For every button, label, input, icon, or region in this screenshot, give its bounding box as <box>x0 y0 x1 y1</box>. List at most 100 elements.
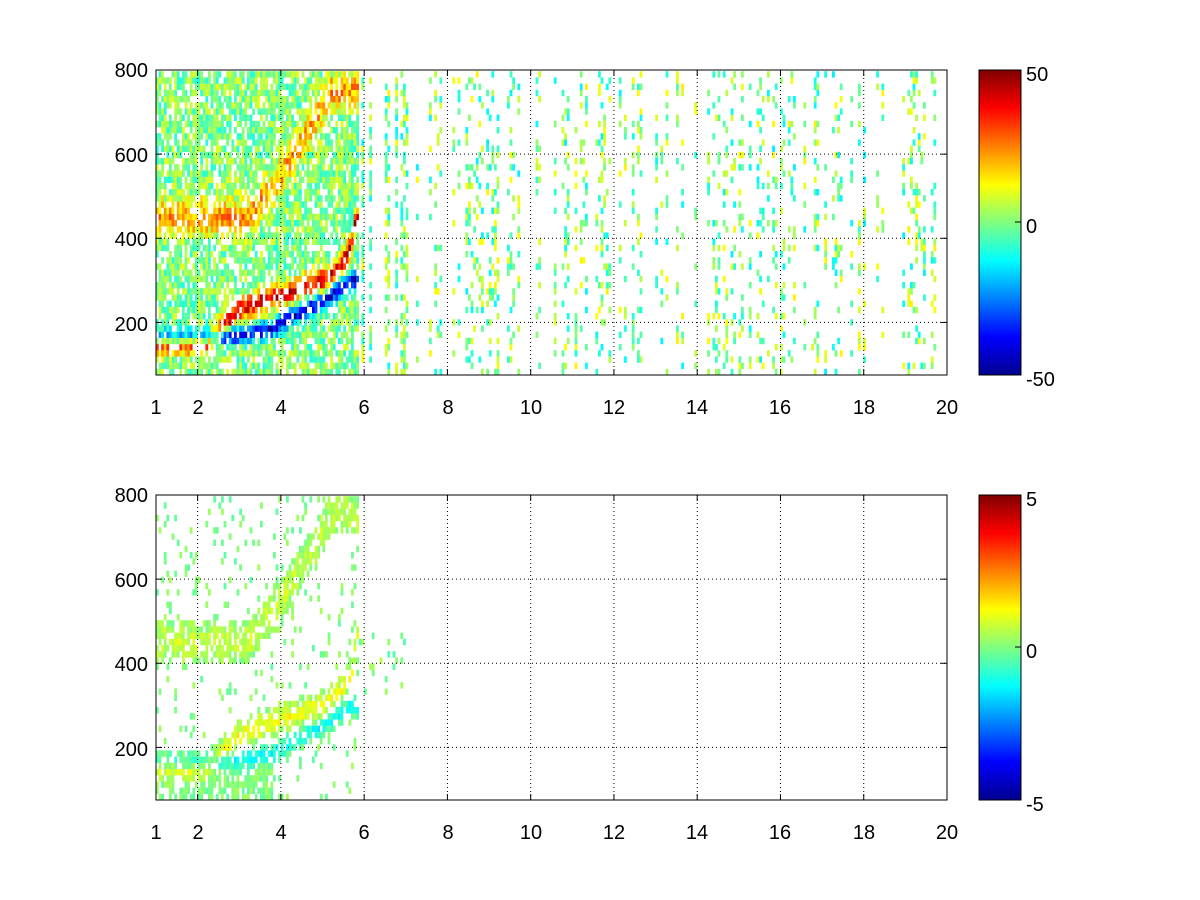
heatmap-cell <box>202 120 206 128</box>
heatmap-cell <box>202 620 206 627</box>
heatmap-cell <box>226 158 229 165</box>
heatmap-cell <box>176 257 180 264</box>
heatmap-cell <box>252 331 255 338</box>
heatmap-cell <box>325 306 328 314</box>
heatmap-cell <box>270 238 274 245</box>
heatmap-cell <box>343 71 346 78</box>
heatmap-cell <box>208 213 211 221</box>
heatmap-cell <box>267 632 271 639</box>
heatmap-cell <box>252 725 255 732</box>
heatmap-cell <box>267 288 271 295</box>
heatmap-cell <box>475 269 479 276</box>
heatmap-cell <box>717 114 721 121</box>
heatmap-cell <box>197 170 201 177</box>
heatmap-cell <box>223 626 227 633</box>
heatmap-cell <box>330 337 333 345</box>
heatmap-cell <box>280 331 284 338</box>
heatmap-cell <box>189 89 193 97</box>
heatmap-cell <box>340 89 344 97</box>
heatmap-cell <box>920 151 924 159</box>
heatmap-cell <box>208 787 211 794</box>
heatmap-cell <box>429 77 432 84</box>
heatmap-cell <box>598 71 601 78</box>
heatmap-cell <box>600 133 604 140</box>
heatmap-cell <box>361 158 365 165</box>
heatmap-cell <box>340 164 344 171</box>
heatmap-cell <box>858 238 861 245</box>
heatmap-cell <box>166 325 170 332</box>
heatmap-cell <box>260 521 263 528</box>
heatmap-cell <box>384 133 388 140</box>
heatmap-cell <box>283 707 287 714</box>
heatmap-cell <box>236 719 240 726</box>
heatmap-cell <box>241 319 245 326</box>
heatmap-cell <box>470 96 474 103</box>
heatmap-cell <box>491 207 495 214</box>
heatmap-cell <box>286 96 289 103</box>
heatmap-cell <box>314 195 318 202</box>
heatmap-cell <box>262 102 266 109</box>
heatmap-cell <box>252 275 255 283</box>
heatmap-cell <box>174 269 177 276</box>
heatmap-cell <box>275 102 279 109</box>
heatmap-cell <box>317 232 320 239</box>
heatmap-cell <box>192 620 196 627</box>
heatmap-cell <box>218 201 222 208</box>
heatmap-cell <box>288 83 292 90</box>
heatmap-cell <box>353 139 357 146</box>
heatmap-cell <box>631 120 635 128</box>
heatmap-cell <box>270 108 274 115</box>
heatmap-cell <box>182 158 185 165</box>
heatmap-cell <box>280 226 284 233</box>
heatmap-cell <box>182 114 185 121</box>
heatmap-cell <box>166 626 170 633</box>
heatmap-cell <box>351 83 354 90</box>
heatmap-cell <box>156 89 159 97</box>
heatmap-cell <box>738 331 742 338</box>
heatmap-cell <box>213 638 216 646</box>
heatmap-cell <box>283 331 287 338</box>
heatmap-cell <box>470 362 474 369</box>
heatmap-cell <box>247 306 250 314</box>
heatmap-cell <box>343 83 346 90</box>
heatmap-cell <box>655 164 658 171</box>
heatmap-cell <box>319 164 323 171</box>
heatmap-cell <box>837 127 840 134</box>
heatmap-cell <box>234 288 237 295</box>
heatmap-cell <box>340 226 344 233</box>
heatmap-cell <box>205 108 209 115</box>
heatmap-cell <box>275 508 279 515</box>
heatmap-cell <box>912 127 916 134</box>
heatmap-cell <box>278 331 281 338</box>
heatmap-cell <box>837 151 840 159</box>
heatmap-cell <box>309 232 313 239</box>
heatmap-cell <box>538 257 541 264</box>
heatmap-cell <box>465 213 469 221</box>
heatmap-cell <box>335 226 339 233</box>
heatmap-cell <box>564 251 567 258</box>
heatmap-cell <box>270 182 274 190</box>
heatmap-cell <box>205 120 209 128</box>
heatmap-cell <box>660 269 664 276</box>
heatmap-cell <box>218 781 222 788</box>
heatmap-cell <box>158 769 162 776</box>
heatmap-cell <box>603 158 606 165</box>
heatmap-cell <box>260 306 263 314</box>
heatmap-cell <box>163 89 167 97</box>
heatmap-cell <box>156 263 159 270</box>
heatmap-cell <box>187 133 190 140</box>
heatmap-cell <box>325 282 328 289</box>
heatmap-cell <box>343 170 346 177</box>
heatmap-cell <box>174 337 177 345</box>
heatmap-cell <box>434 269 437 276</box>
heatmap-cell <box>223 775 227 782</box>
heatmap-cell <box>163 313 167 320</box>
heatmap-cell <box>270 251 274 258</box>
heatmap-cell <box>517 325 521 332</box>
heatmap-cell <box>239 108 242 115</box>
heatmap-cell <box>351 96 354 103</box>
heatmap-cell <box>260 713 263 720</box>
heatmap-cell <box>221 114 224 121</box>
y-tick-label: 600 <box>115 145 148 167</box>
heatmap-cell <box>824 263 827 270</box>
